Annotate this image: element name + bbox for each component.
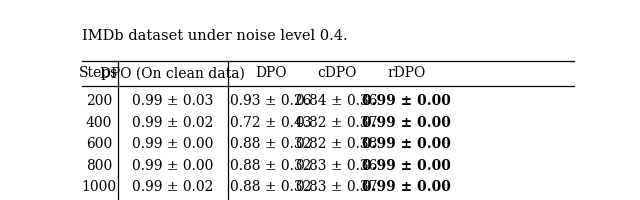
Text: DPO (On clean data): DPO (On clean data)	[100, 66, 245, 80]
Text: 0.99 ± 0.00: 0.99 ± 0.00	[362, 159, 451, 173]
Text: 800: 800	[86, 159, 112, 173]
Text: 0.99 ± 0.00: 0.99 ± 0.00	[362, 180, 451, 194]
Text: DPO: DPO	[255, 66, 287, 80]
Text: 0.99 ± 0.02: 0.99 ± 0.02	[132, 116, 213, 130]
Text: 0.99 ± 0.00: 0.99 ± 0.00	[132, 159, 213, 173]
Text: 400: 400	[86, 116, 112, 130]
Text: 0.99 ± 0.00: 0.99 ± 0.00	[362, 116, 451, 130]
Text: 200: 200	[86, 94, 112, 108]
Text: 1000: 1000	[81, 180, 116, 194]
Text: 0.82 ± 0.37: 0.82 ± 0.37	[296, 116, 378, 130]
Text: 0.99 ± 0.00: 0.99 ± 0.00	[362, 94, 451, 108]
Text: 0.88 ± 0.32: 0.88 ± 0.32	[230, 180, 312, 194]
Text: 0.93 ± 0.26: 0.93 ± 0.26	[230, 94, 312, 108]
Text: IMDb dataset under noise level 0.4.: IMDb dataset under noise level 0.4.	[83, 29, 348, 43]
Text: 0.82 ± 0.38: 0.82 ± 0.38	[296, 137, 378, 151]
Text: 0.99 ± 0.00: 0.99 ± 0.00	[132, 137, 213, 151]
Text: 600: 600	[86, 137, 112, 151]
Text: 0.83 ± 0.37: 0.83 ± 0.37	[296, 180, 378, 194]
Text: 0.88 ± 0.32: 0.88 ± 0.32	[230, 137, 312, 151]
Text: rDPO: rDPO	[387, 66, 426, 80]
Text: 0.88 ± 0.32: 0.88 ± 0.32	[230, 159, 312, 173]
Text: 0.84 ± 0.36: 0.84 ± 0.36	[296, 94, 378, 108]
Text: Steps: Steps	[79, 66, 118, 80]
Text: 0.72 ± 0.43: 0.72 ± 0.43	[230, 116, 312, 130]
Text: 0.99 ± 0.03: 0.99 ± 0.03	[132, 94, 213, 108]
Text: 0.99 ± 0.00: 0.99 ± 0.00	[362, 137, 451, 151]
Text: cDPO: cDPO	[317, 66, 356, 80]
Text: 0.99 ± 0.02: 0.99 ± 0.02	[132, 180, 213, 194]
Text: 0.83 ± 0.36: 0.83 ± 0.36	[296, 159, 378, 173]
